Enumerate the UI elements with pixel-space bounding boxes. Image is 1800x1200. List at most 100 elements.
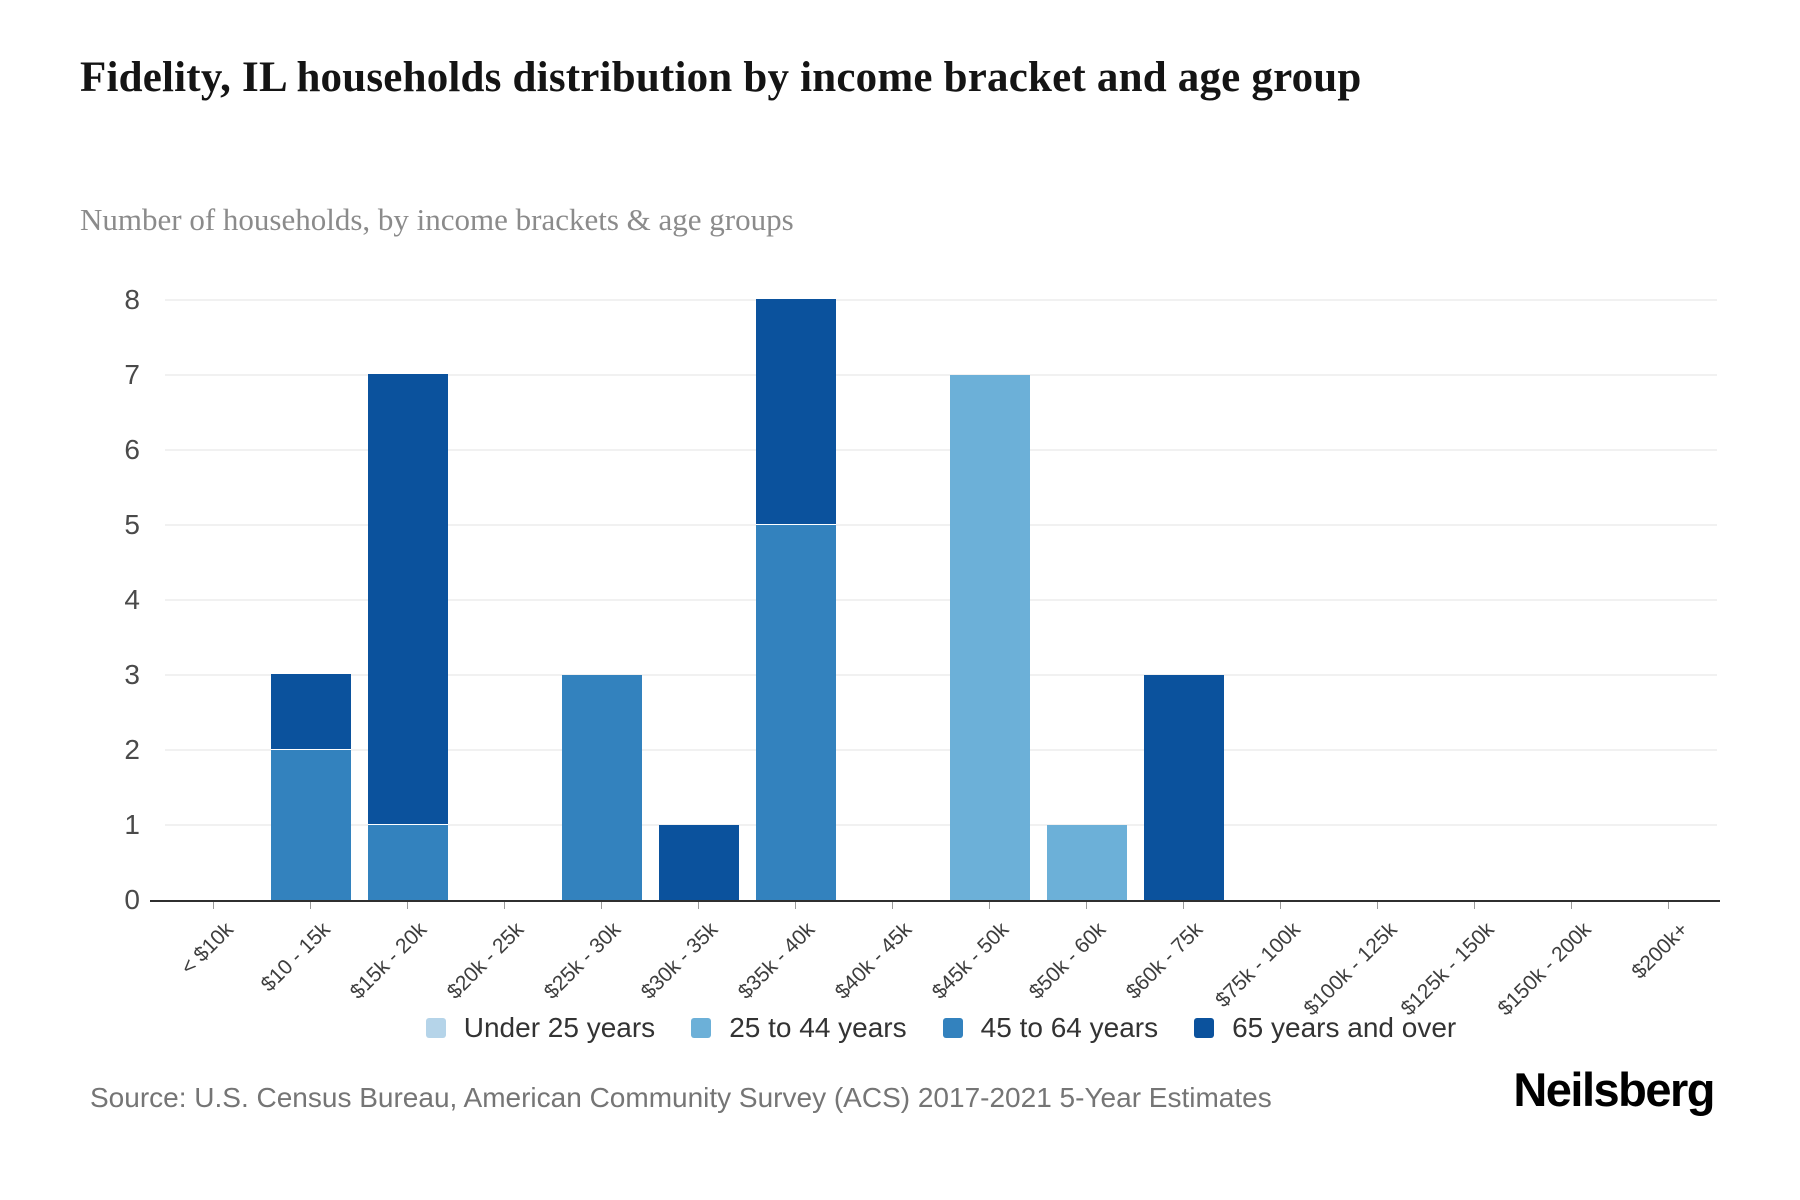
x-axis-label: $35k - 40k	[734, 918, 820, 1004]
brand-logo: Neilsberg	[1513, 1063, 1715, 1116]
legend-label: 45 to 64 years	[980, 1012, 1159, 1043]
stacked-bar	[658, 825, 739, 900]
bar-segment	[367, 374, 448, 825]
x-axis-label: $60k - 75k	[1122, 918, 1208, 1004]
bar-column	[456, 300, 553, 900]
bar-column	[553, 300, 650, 900]
legend-item: 45 to 64 years	[942, 1012, 1159, 1044]
stacked-bar	[561, 675, 642, 900]
x-axis-tick	[1668, 902, 1669, 909]
bar-segment	[658, 825, 739, 900]
bar-segment	[367, 825, 448, 900]
bar-segment	[755, 299, 836, 525]
bar-column	[1523, 300, 1620, 900]
bar-column	[1135, 300, 1232, 900]
bar-column	[1232, 300, 1329, 900]
bar-segment	[1143, 675, 1224, 900]
bar-column	[941, 300, 1038, 900]
gridline	[165, 749, 1717, 751]
x-axis-label: $30k - 35k	[637, 918, 723, 1004]
x-axis-tick	[795, 902, 796, 909]
x-axis-label: $10 - 15k	[256, 918, 335, 997]
x-axis-label: $200k+	[1627, 918, 1693, 984]
y-axis-label: 4	[124, 584, 140, 615]
bars-layer	[165, 299, 1717, 900]
legend-label: Under 25 years	[463, 1012, 656, 1043]
bar-column	[650, 300, 747, 900]
gridline	[165, 674, 1717, 676]
x-axis-label: $50k - 60k	[1025, 918, 1111, 1004]
x-axis-tick	[989, 902, 990, 909]
bar-segment	[270, 750, 351, 900]
y-axis-label: 5	[124, 509, 140, 540]
stacked-bar	[949, 375, 1030, 900]
x-axis-tick	[1377, 902, 1378, 909]
legend-swatch-icon	[691, 1018, 712, 1038]
bar-column	[1620, 300, 1717, 900]
y-axis-label: 7	[124, 359, 140, 390]
x-axis-label: $15k - 20k	[346, 918, 432, 1004]
x-axis-tick	[1086, 902, 1087, 909]
bar-column	[1329, 300, 1426, 900]
y-axis-label: 3	[124, 659, 140, 690]
gridline	[165, 524, 1717, 526]
legend-label: 65 years and over	[1232, 1012, 1457, 1043]
gridline	[165, 449, 1717, 451]
bar-segment	[270, 674, 351, 750]
x-axis-tick	[698, 902, 699, 909]
gridline	[165, 299, 1717, 301]
chart-title: Fidelity, IL households distribution by …	[80, 54, 1362, 101]
legend-item: 25 to 44 years	[691, 1012, 907, 1044]
bar-column	[359, 300, 456, 900]
stacked-bar	[1143, 675, 1224, 900]
x-axis-label: $25k - 30k	[540, 918, 626, 1004]
x-axis-label: $20k - 25k	[443, 918, 529, 1004]
source-note: Source: U.S. Census Bureau, American Com…	[90, 1082, 1272, 1113]
bar-column	[262, 300, 359, 900]
x-axis-label: $75k - 100k	[1210, 918, 1305, 1012]
gridline	[165, 599, 1717, 601]
x-axis-tick	[504, 902, 505, 909]
y-axis-label: 6	[124, 434, 140, 465]
stacked-bar	[270, 674, 351, 900]
x-axis-label: $150k - 200k	[1493, 918, 1596, 1021]
legend-swatch-icon	[425, 1018, 446, 1038]
stacked-bar	[1046, 825, 1127, 900]
x-axis-tick	[1280, 902, 1281, 909]
x-axis-label: < $10k	[176, 918, 238, 980]
x-axis-label: $100k - 125k	[1299, 918, 1402, 1021]
bar-column	[747, 299, 844, 900]
x-axis-tick	[1183, 902, 1184, 909]
x-axis-tick	[407, 902, 408, 909]
y-axis-label: 8	[124, 284, 140, 315]
gridline	[165, 374, 1717, 376]
chart-subtitle: Number of households, by income brackets…	[80, 202, 794, 237]
legend-label: 25 to 44 years	[729, 1012, 907, 1043]
x-axis-label: $40k - 45k	[831, 918, 917, 1004]
bar-column	[844, 300, 941, 900]
x-axis-line	[150, 900, 1720, 902]
stacked-bar	[755, 299, 836, 900]
gridline	[165, 824, 1717, 826]
legend-item: 65 years and over	[1194, 1012, 1456, 1044]
chart-legend: Under 25 years 25 to 44 years 45 to 64 yea…	[165, 1012, 1717, 1044]
x-axis-tick	[213, 902, 214, 909]
bar-column	[1038, 300, 1135, 900]
bar-column	[165, 300, 262, 900]
x-axis-tick	[1474, 902, 1475, 909]
bar-segment	[1046, 825, 1127, 900]
stacked-bar	[367, 374, 448, 900]
bar-segment	[949, 375, 1030, 900]
x-axis-tick	[310, 902, 311, 909]
x-axis-label: $125k - 150k	[1396, 918, 1499, 1021]
plot-area	[165, 299, 1717, 900]
y-axis-label: 0	[124, 884, 140, 915]
legend-item: Under 25 years	[425, 1012, 656, 1044]
bar-segment	[561, 675, 642, 900]
x-axis-tick	[1571, 902, 1572, 909]
y-axis-label: 1	[124, 809, 140, 840]
legend-swatch-icon	[942, 1018, 963, 1038]
x-axis-label: $45k - 50k	[928, 918, 1014, 1004]
bar-segment	[755, 525, 836, 900]
